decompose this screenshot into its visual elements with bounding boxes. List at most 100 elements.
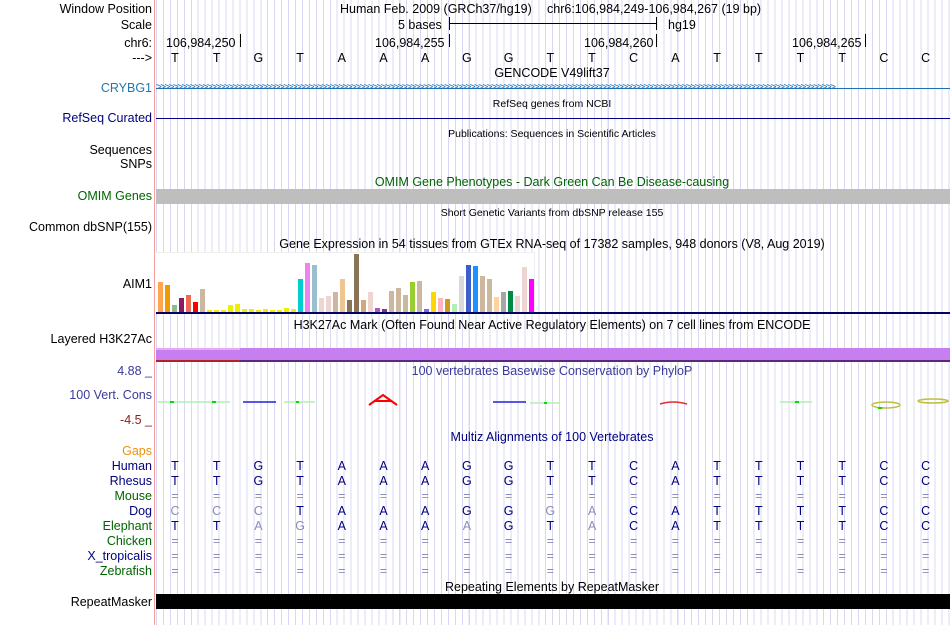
refseq-line[interactable] [156,118,950,119]
gtex-bar[interactable] [396,288,401,313]
gtex-bar[interactable] [158,282,163,313]
gtex-bar[interactable] [263,309,268,313]
gtex-bar[interactable] [403,295,408,313]
gtex-bar[interactable] [284,308,289,313]
alignment-base: C [879,519,889,533]
gtex-bar[interactable] [410,282,415,313]
gtex-bar[interactable] [207,310,212,313]
gtex-bar[interactable] [424,309,429,313]
gtex-title[interactable]: Gene Expression in 54 tissues from GTEx … [279,237,825,251]
alignment-base: C [212,504,222,518]
gtex-bar[interactable] [214,310,219,313]
gtex-bar[interactable] [466,265,471,313]
gtex-bar[interactable] [529,279,534,313]
gencode-title[interactable]: GENCODE V49lift37 [494,66,610,80]
gtex-bar[interactable] [501,292,506,313]
multiz-title[interactable]: Multiz Alignments of 100 Vertebrates [450,430,654,444]
alignment-base: C [170,504,180,518]
dbsnp-title[interactable]: Short Genetic Variants from dbSNP releas… [440,207,664,219]
alignment-base: A [587,519,597,533]
gtex-bar[interactable] [291,309,296,313]
h3k27ac-signal[interactable] [156,348,950,361]
alignment-base: = [296,564,304,578]
alignment-base: = [755,489,763,503]
gtex-bar[interactable] [270,310,275,313]
phylop-title[interactable]: 100 vertebrates Basewise Conservation by… [411,364,693,378]
gtex-bar[interactable] [235,304,240,313]
species-label-human: Human [111,459,152,473]
gtex-bar[interactable] [340,279,345,313]
gtex-bar[interactable] [445,299,450,313]
gtex-bar[interactable] [431,292,436,313]
gtex-bar[interactable] [221,310,226,313]
alignment-base: = [588,549,596,563]
ref-base: A [421,51,430,65]
gtex-bar[interactable] [361,300,366,313]
alignment-base: A [337,474,346,488]
dbsnp-label[interactable]: Common dbSNP(155) [29,220,152,234]
gtex-bar[interactable] [347,300,352,313]
alignment-base: = [630,549,638,563]
phylop-plot[interactable] [0,390,950,410]
gtex-bar[interactable] [228,305,233,313]
gtex-bar[interactable] [249,309,254,313]
gtex-bar[interactable] [508,291,513,313]
gtex-bar[interactable] [179,298,184,313]
gene-label-crybg1[interactable]: CRYBG1 [100,81,152,95]
gtex-bar[interactable] [172,305,177,313]
gtex-bar[interactable] [333,292,338,313]
publications-title[interactable]: Publications: Sequences in Scientific Ar… [448,128,656,140]
omim-label[interactable]: OMIM Genes [77,189,152,203]
gtex-bar[interactable] [256,310,261,313]
gtex-bar[interactable] [375,308,380,313]
gtex-gene-label[interactable]: AIM1 [122,277,152,291]
gtex-bar[interactable] [305,263,310,313]
alignment-base: T [838,504,847,518]
gtex-bar[interactable] [389,291,394,313]
gtex-bar[interactable] [298,279,303,313]
alignment-base: A [337,519,346,533]
gtex-bar[interactable] [186,295,191,313]
alignment-base: = [171,549,179,563]
gtex-bar[interactable] [277,310,282,313]
repeatmasker-title[interactable]: Repeating Elements by RepeatMasker [444,580,660,594]
gtex-bar[interactable] [473,266,478,313]
gene-crybg1[interactable]: >>>>>>>>>>>>>>>>>>>>>>>>>>>>>>>>>>>>>>>>… [156,81,950,95]
alignment-base: = [671,564,680,578]
gtex-bar[interactable] [438,298,443,313]
alignment-base: A [379,474,388,488]
repeatmasker-feature[interactable] [156,594,950,609]
gtex-bar[interactable] [382,309,387,313]
gtex-bar[interactable] [480,276,485,313]
repeatmasker-label[interactable]: RepeatMasker [70,595,152,609]
gtex-bar[interactable] [487,279,492,313]
gtex-bar[interactable] [459,276,464,313]
alignment-base: C [921,474,931,488]
alignment-base: = [463,534,471,548]
gtex-bar[interactable] [326,296,331,313]
refseq-label[interactable]: RefSeq Curated [62,111,152,125]
phylop-label[interactable]: 100 Vert. Cons [69,388,152,402]
omim-feature[interactable] [156,189,950,204]
alignment-base: T [212,519,221,533]
omim-title[interactable]: OMIM Gene Phenotypes - Dark Green Can Be… [374,175,730,189]
gtex-bar[interactable] [354,254,359,313]
gtex-bar[interactable] [165,285,170,313]
gtex-bar[interactable] [515,296,520,313]
gtex-chart[interactable] [156,252,535,313]
gtex-bar[interactable] [522,267,527,313]
h3k27ac-label[interactable]: Layered H3K27Ac [50,332,152,346]
gtex-bar[interactable] [200,289,205,313]
gtex-bar[interactable] [368,292,373,313]
gtex-bar[interactable] [242,309,247,313]
gtex-bar[interactable] [193,302,198,313]
gtex-bar[interactable] [319,298,324,313]
gtex-bar[interactable] [452,304,457,313]
gtex-bar[interactable] [312,265,317,313]
alignment-base: G [462,474,472,488]
alignment-base: A [421,519,430,533]
gtex-bar[interactable] [494,297,499,313]
h3k27ac-title[interactable]: H3K27Ac Mark (Often Found Near Active Re… [293,318,811,332]
refseq-title[interactable]: RefSeq genes from NCBI [492,98,612,110]
gtex-bar[interactable] [417,281,422,313]
